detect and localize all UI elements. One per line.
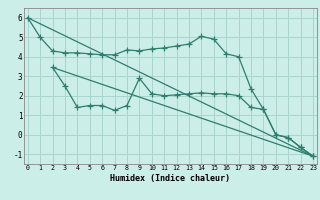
X-axis label: Humidex (Indice chaleur): Humidex (Indice chaleur) — [110, 174, 230, 183]
